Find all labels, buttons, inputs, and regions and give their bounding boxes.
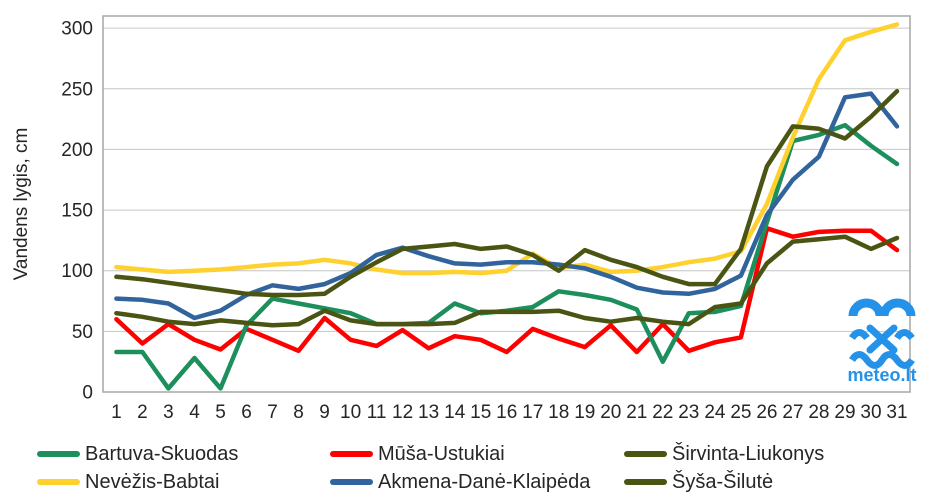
meteo-logo-arch-left <box>848 298 885 317</box>
x-tick-label-2: 2 <box>137 402 148 423</box>
y-tick-label-150: 150 <box>61 201 93 222</box>
x-tick-label-3: 3 <box>163 402 174 423</box>
x-tick-label-19: 19 <box>574 402 595 423</box>
legend-swatch-akmena-dan-klaip-da <box>330 479 373 485</box>
y-tick-label-250: 250 <box>61 79 93 100</box>
x-tick-label-7: 7 <box>267 402 278 423</box>
series-line-irvinta-liukonys <box>114 234 900 328</box>
meteo-logo-wave-bottom <box>849 351 915 369</box>
legend-item-bartuva-skuodas: Bartuva-Skuodas <box>37 441 238 467</box>
x-tick-label-16: 16 <box>496 402 517 423</box>
legend-swatch-y-a-ilut <box>624 479 667 485</box>
legend-item-nev-is-babtai: Nevėžis-Babtai <box>37 469 220 495</box>
legend-item-akmena-dan-klaip-da: Akmena-Danė-Klaipėda <box>330 469 590 495</box>
y-tick-label-100: 100 <box>61 261 93 282</box>
x-tick-label-27: 27 <box>782 402 803 423</box>
legend-swatch-m-a-ustukiai <box>330 451 373 457</box>
x-tick-label-31: 31 <box>886 402 907 423</box>
legend-swatch-irvinta-liukonys <box>624 451 667 457</box>
x-tick-label-12: 12 <box>392 402 413 423</box>
legend-label-m-a-ustukiai: Mūša-Ustukiai <box>378 442 505 465</box>
legend-item-m-a-ustukiai: Mūša-Ustukiai <box>330 441 505 467</box>
x-tick-label-10: 10 <box>340 402 361 423</box>
x-tick-label-29: 29 <box>834 402 855 423</box>
x-tick-label-28: 28 <box>808 402 829 423</box>
x-tick-label-11: 11 <box>367 402 387 423</box>
legend-item-y-a-ilut: Šyša-Šilutė <box>624 469 773 495</box>
series-line-akmena-dan-klaip-da <box>114 91 900 321</box>
x-tick-label-23: 23 <box>678 402 699 423</box>
x-tick-label-14: 14 <box>444 402 466 423</box>
y-tick-label-300: 300 <box>61 19 93 40</box>
meteo-logo-wave-stub-right <box>894 329 915 341</box>
meteo-logo-cross <box>866 324 898 354</box>
x-tick-label-15: 15 <box>470 402 491 423</box>
x-tick-label-21: 21 <box>626 402 647 423</box>
x-tick-label-22: 22 <box>652 402 673 423</box>
legend-label-bartuva-skuodas: Bartuva-Skuodas <box>85 442 239 465</box>
x-tick-label-13: 13 <box>418 402 439 423</box>
x-tick-label-25: 25 <box>730 402 751 423</box>
series-line-nev-is-babtai <box>114 22 900 276</box>
legend-label-y-a-ilut: Šyša-Šilutė <box>672 470 774 493</box>
x-tick-label-20: 20 <box>600 402 621 423</box>
series-line-y-a-ilut <box>114 88 900 298</box>
meteo-logo-arch-right <box>879 298 916 317</box>
legend-label-akmena-dan-klaip-da: Akmena-Danė-Klaipėda <box>378 470 591 493</box>
legend-swatch-nev-is-babtai <box>37 479 80 485</box>
legend-label-irvinta-liukonys: Širvinta-Liukonys <box>672 442 825 465</box>
legend-item-irvinta-liukonys: Širvinta-Liukonys <box>624 441 824 467</box>
legend-label-nev-is-babtai: Nevėžis-Babtai <box>85 470 220 493</box>
x-tick-label-1: 1 <box>111 402 122 423</box>
plot-border <box>102 15 911 393</box>
x-tick-label-26: 26 <box>756 402 777 423</box>
meteo-logo: meteo.lt <box>847 298 917 385</box>
x-tick-label-18: 18 <box>548 402 569 423</box>
meteo-logo-text: meteo.lt <box>847 365 916 385</box>
y-tick-label-0: 0 <box>82 383 93 404</box>
y-tick-label-50: 50 <box>72 322 93 343</box>
x-tick-label-8: 8 <box>293 402 304 423</box>
legend-swatch-bartuva-skuodas <box>37 451 80 457</box>
y-axis-title: Vandens lygis, cm <box>11 127 32 281</box>
x-tick-label-17: 17 <box>522 402 543 423</box>
x-tick-label-5: 5 <box>215 402 226 423</box>
x-tick-label-6: 6 <box>241 402 252 423</box>
x-tick-label-24: 24 <box>704 402 726 423</box>
x-tick-label-4: 4 <box>189 402 200 423</box>
x-tick-label-9: 9 <box>319 402 330 423</box>
y-tick-label-200: 200 <box>61 140 93 161</box>
x-tick-label-30: 30 <box>860 402 881 423</box>
meteo-logo-wave-stub-left <box>849 329 870 341</box>
